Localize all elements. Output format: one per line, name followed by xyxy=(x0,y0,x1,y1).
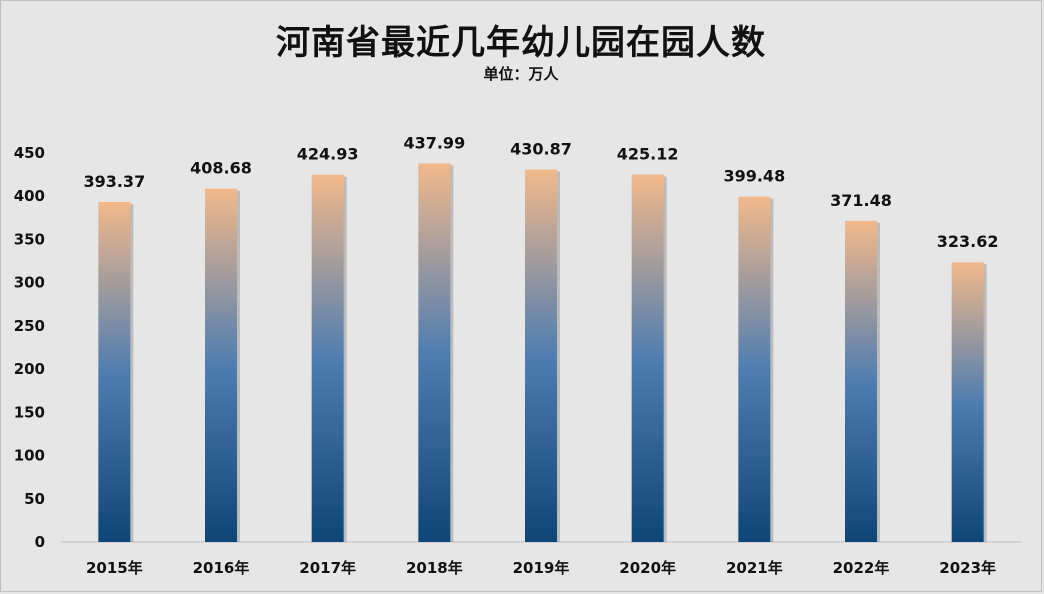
x-tick-label: 2020年 xyxy=(619,559,676,577)
x-tick-label: 2015年 xyxy=(86,559,143,577)
y-tick-label: 300 xyxy=(14,274,45,292)
bar-2022年 xyxy=(845,220,877,543)
y-tick-label: 250 xyxy=(14,317,45,335)
bar-2016年 xyxy=(205,188,237,542)
data-label: 393.37 xyxy=(83,172,145,191)
data-label: 323.62 xyxy=(937,232,999,251)
data-label: 425.12 xyxy=(617,145,679,164)
y-tick-label: 400 xyxy=(14,187,45,205)
x-tick-label: 2022年 xyxy=(833,559,890,577)
chart-title: 河南省最近几年幼儿园在园人数 xyxy=(276,23,766,63)
y-tick-label: 450 xyxy=(14,144,45,162)
x-tick-label: 2017年 xyxy=(299,559,356,577)
x-tick-label: 2021年 xyxy=(726,559,783,577)
y-tick-label: 0 xyxy=(35,533,45,551)
bars-group xyxy=(98,163,987,543)
data-label: 437.99 xyxy=(403,133,465,152)
bar-2023年 xyxy=(951,262,984,542)
x-tick-label: 2023年 xyxy=(939,559,996,577)
y-axis: 0 50 100 150 200 250 300 350 400 450 xyxy=(14,144,45,551)
data-label: 399.48 xyxy=(723,167,785,186)
data-label: 408.68 xyxy=(190,159,252,178)
bar-2021年 xyxy=(738,196,771,542)
x-tick-label: 2016年 xyxy=(193,559,250,577)
data-label: 424.93 xyxy=(297,145,359,164)
x-axis: 2015年 2016年 2017年 2018年 2019年 2020年 2021年 2022年… xyxy=(61,541,1021,577)
x-tick-label: 2018年 xyxy=(406,559,463,577)
data-label: 371.48 xyxy=(830,191,892,210)
y-tick-label: 50 xyxy=(24,490,45,508)
y-tick-label: 100 xyxy=(14,447,45,465)
chart-subtitle: 单位：万人 xyxy=(483,65,559,83)
data-label: 430.87 xyxy=(510,140,572,159)
bar-2017年 xyxy=(311,174,344,542)
bar-2018年 xyxy=(418,163,451,543)
bar-2019年 xyxy=(525,169,557,543)
y-tick-label: 350 xyxy=(14,230,45,248)
y-tick-label: 150 xyxy=(14,403,45,421)
bar-2015年 xyxy=(98,201,131,542)
bar-2020年 xyxy=(631,174,664,542)
y-tick-label: 200 xyxy=(14,360,45,378)
data-labels-group: 393.37 408.68 424.93 437.99 430.87 425.12 399.… xyxy=(83,133,998,251)
x-tick-label: 2019年 xyxy=(513,559,570,577)
